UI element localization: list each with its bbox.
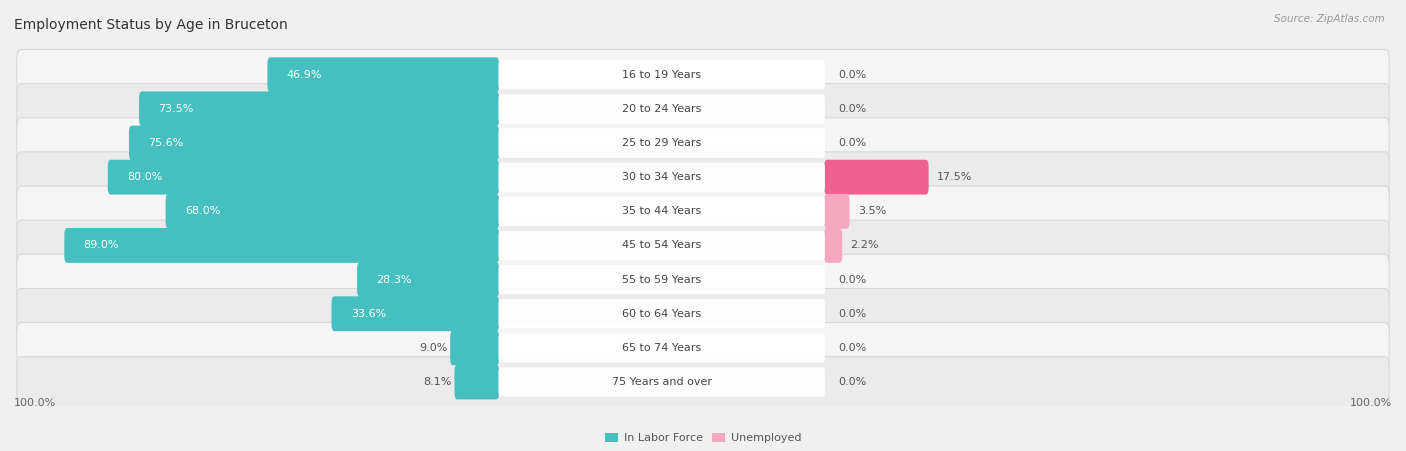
Text: 45 to 54 Years: 45 to 54 Years <box>621 240 702 250</box>
FancyBboxPatch shape <box>17 50 1389 100</box>
Text: 80.0%: 80.0% <box>127 172 163 182</box>
FancyBboxPatch shape <box>498 265 825 294</box>
Text: 2.2%: 2.2% <box>851 240 879 250</box>
Text: 65 to 74 Years: 65 to 74 Years <box>621 343 702 353</box>
Text: 75 Years and over: 75 Years and over <box>612 377 711 387</box>
FancyBboxPatch shape <box>498 333 825 363</box>
FancyBboxPatch shape <box>65 228 499 263</box>
FancyBboxPatch shape <box>139 92 499 126</box>
Text: 73.5%: 73.5% <box>159 104 194 114</box>
FancyBboxPatch shape <box>824 228 842 263</box>
Text: 16 to 19 Years: 16 to 19 Years <box>621 70 702 80</box>
FancyBboxPatch shape <box>17 186 1389 237</box>
FancyBboxPatch shape <box>17 289 1389 339</box>
FancyBboxPatch shape <box>498 60 825 89</box>
FancyBboxPatch shape <box>498 129 825 158</box>
Text: 100.0%: 100.0% <box>1350 398 1392 408</box>
Text: 89.0%: 89.0% <box>83 240 120 250</box>
Text: 0.0%: 0.0% <box>838 104 866 114</box>
FancyBboxPatch shape <box>17 254 1389 305</box>
Text: 0.0%: 0.0% <box>838 309 866 319</box>
FancyBboxPatch shape <box>17 152 1389 202</box>
FancyBboxPatch shape <box>17 220 1389 271</box>
Text: Source: ZipAtlas.com: Source: ZipAtlas.com <box>1274 14 1385 23</box>
Text: 55 to 59 Years: 55 to 59 Years <box>621 275 702 285</box>
FancyBboxPatch shape <box>498 367 825 397</box>
Legend: In Labor Force, Unemployed: In Labor Force, Unemployed <box>600 428 806 448</box>
Text: 3.5%: 3.5% <box>858 206 886 216</box>
FancyBboxPatch shape <box>17 118 1389 168</box>
Text: 35 to 44 Years: 35 to 44 Years <box>621 206 702 216</box>
Text: 0.0%: 0.0% <box>838 377 866 387</box>
FancyBboxPatch shape <box>454 364 499 400</box>
FancyBboxPatch shape <box>498 299 825 328</box>
FancyBboxPatch shape <box>17 357 1389 407</box>
Text: 0.0%: 0.0% <box>838 343 866 353</box>
FancyBboxPatch shape <box>498 231 825 260</box>
FancyBboxPatch shape <box>357 262 499 297</box>
Text: 25 to 29 Years: 25 to 29 Years <box>621 138 702 148</box>
Text: 0.0%: 0.0% <box>838 70 866 80</box>
Text: 30 to 34 Years: 30 to 34 Years <box>621 172 702 182</box>
Text: Employment Status by Age in Bruceton: Employment Status by Age in Bruceton <box>14 18 288 32</box>
Text: 0.0%: 0.0% <box>838 275 866 285</box>
FancyBboxPatch shape <box>129 125 499 161</box>
FancyBboxPatch shape <box>17 83 1389 134</box>
Text: 28.3%: 28.3% <box>377 275 412 285</box>
FancyBboxPatch shape <box>498 94 825 124</box>
Text: 8.1%: 8.1% <box>423 377 451 387</box>
Text: 33.6%: 33.6% <box>352 309 387 319</box>
Text: 9.0%: 9.0% <box>419 343 447 353</box>
FancyBboxPatch shape <box>17 322 1389 373</box>
FancyBboxPatch shape <box>498 162 825 192</box>
Text: 20 to 24 Years: 20 to 24 Years <box>621 104 702 114</box>
Text: 75.6%: 75.6% <box>148 138 184 148</box>
Text: 68.0%: 68.0% <box>186 206 221 216</box>
FancyBboxPatch shape <box>166 194 499 229</box>
FancyBboxPatch shape <box>267 57 499 92</box>
FancyBboxPatch shape <box>498 197 825 226</box>
Text: 100.0%: 100.0% <box>14 398 56 408</box>
FancyBboxPatch shape <box>450 331 499 365</box>
Text: 17.5%: 17.5% <box>936 172 973 182</box>
Text: 46.9%: 46.9% <box>287 70 322 80</box>
FancyBboxPatch shape <box>824 194 849 229</box>
FancyBboxPatch shape <box>108 160 499 194</box>
FancyBboxPatch shape <box>824 160 928 194</box>
Text: 60 to 64 Years: 60 to 64 Years <box>621 309 702 319</box>
FancyBboxPatch shape <box>332 296 499 331</box>
Text: 0.0%: 0.0% <box>838 138 866 148</box>
